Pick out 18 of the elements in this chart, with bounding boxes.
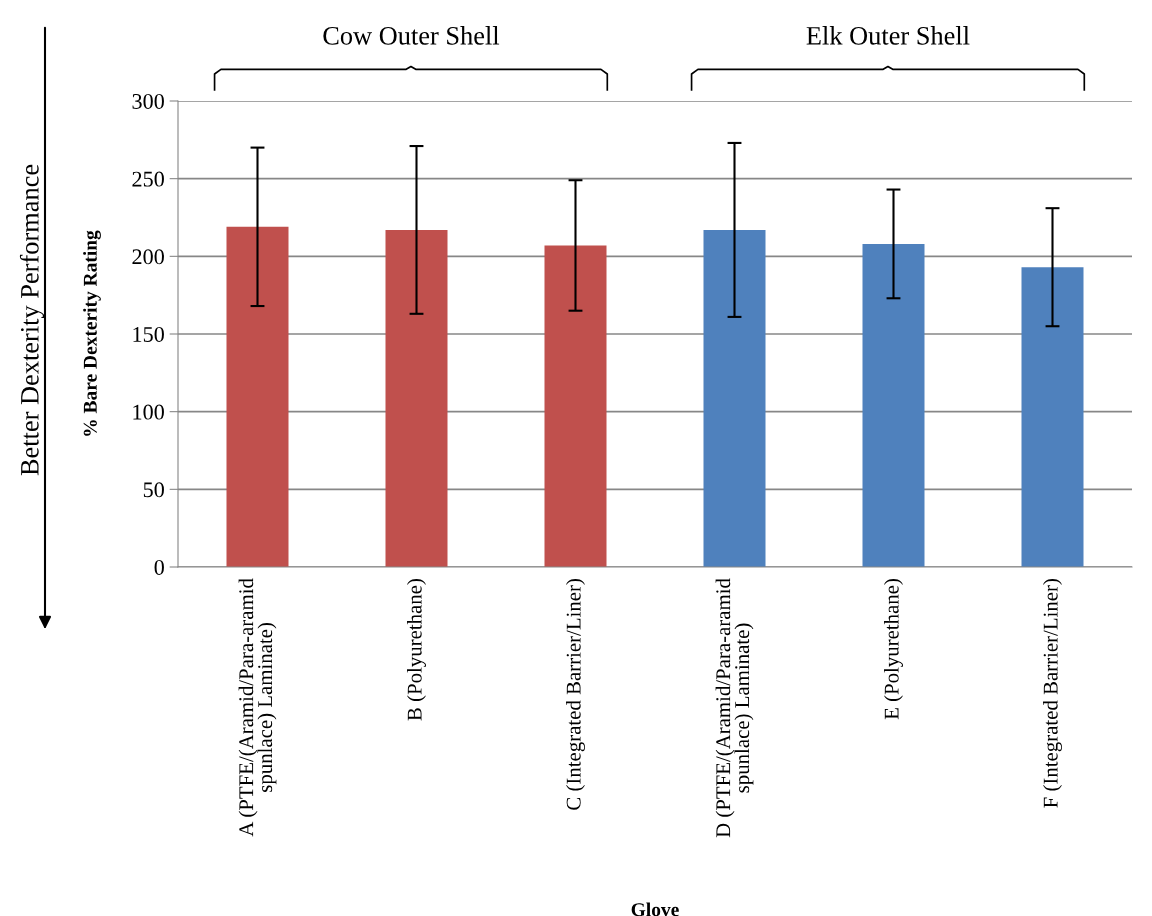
y-tick-label: 100 [133,404,164,420]
x-tick-label: A (PTFE/(Aramid/Para-aramid spunlace) Laminate) [238,578,277,837]
text: Better Dexterity Performance [19,164,45,476]
y-tick-label: 150 [133,326,164,342]
x-tick-label: C (Integrated Barrier/Liner) [566,579,585,810]
y-tick-label: 200 [132,249,164,265]
y-tick-label: 50 [143,482,164,498]
y-tick-label: 300 [132,93,164,109]
y-tick-label: 0 [154,559,164,575]
text: Elk Outer Shell [806,26,970,45]
y-axis-title: % Bare Dexterity Rating [83,230,101,436]
x-axis-title: Glove [631,902,679,916]
x-tick-label: F (Integrated Barrier/Liner) [1043,579,1062,808]
text: Cow Outer Shell [323,26,500,45]
y-tick-label: 250 [132,171,164,187]
x-tick-label: E (Polyurethane) [884,579,903,720]
x-tick-label: D (PTFE/(Aramid/Para-aramid spunlace) Laminate) [715,578,754,838]
x-tick-label: B (Polyurethane) [407,579,426,721]
